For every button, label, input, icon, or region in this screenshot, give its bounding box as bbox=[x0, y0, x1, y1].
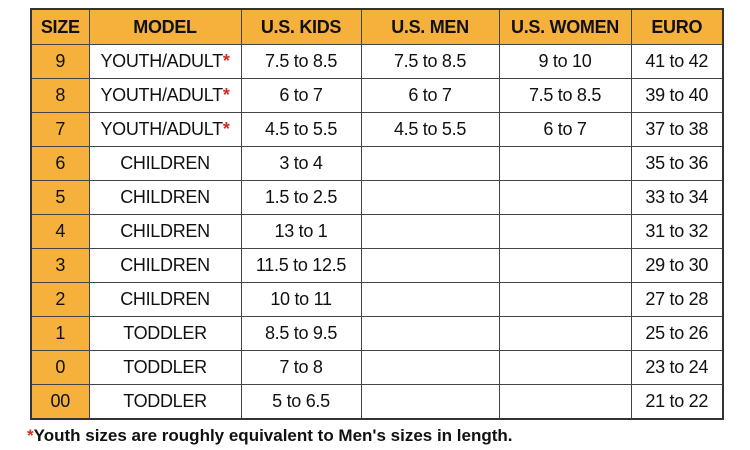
table-row: 0 TODDLER 7 to 8 23 to 24 bbox=[30, 350, 724, 385]
table-cell: YOUTH/ADULT* bbox=[88, 78, 242, 113]
header-cell: U.S. KIDS bbox=[240, 8, 362, 45]
table-cell: 35 to 36 bbox=[630, 146, 724, 181]
header-cell: MODEL bbox=[88, 8, 242, 45]
table-cell: 7.5 to 8.5 bbox=[498, 78, 632, 113]
table-cell: 9 to 10 bbox=[498, 44, 632, 79]
table-cell: 7 to 8 bbox=[240, 350, 362, 385]
empty-cell bbox=[498, 180, 632, 215]
table-row: 5 CHILDREN 1.5 to 2.5 33 to 34 bbox=[30, 180, 724, 215]
table-cell: 11.5 to 12.5 bbox=[240, 248, 362, 283]
size-cell: 3 bbox=[30, 248, 90, 283]
table-cell: CHILDREN bbox=[88, 248, 242, 283]
empty-cell bbox=[360, 180, 500, 215]
footnote: *Youth sizes are roughly equivalent to M… bbox=[27, 426, 513, 446]
empty-cell bbox=[360, 316, 500, 351]
cell-text: YOUTH/ADULT bbox=[100, 85, 223, 105]
table-cell: 6 to 7 bbox=[360, 78, 500, 113]
empty-cell bbox=[360, 146, 500, 181]
size-cell: 8 bbox=[30, 78, 90, 113]
size-cell: 6 bbox=[30, 146, 90, 181]
table-cell: 7.5 to 8.5 bbox=[360, 44, 500, 79]
empty-cell bbox=[498, 214, 632, 249]
size-cell: 1 bbox=[30, 316, 90, 351]
table-cell: 39 to 40 bbox=[630, 78, 724, 113]
header-cell: SIZE bbox=[30, 8, 90, 45]
table-cell: CHILDREN bbox=[88, 146, 242, 181]
header-row: SIZE MODEL U.S. KIDS U.S. MEN U.S. WOMEN EURO bbox=[30, 8, 724, 45]
header-cell: EURO bbox=[630, 8, 724, 45]
table-cell: CHILDREN bbox=[88, 180, 242, 215]
empty-cell bbox=[360, 214, 500, 249]
cell-mark: * bbox=[222, 119, 230, 139]
table-cell: 5 to 6.5 bbox=[240, 384, 362, 420]
table-row: 00 TODDLER 5 to 6.5 21 to 22 bbox=[30, 384, 724, 420]
table-cell: 3 to 4 bbox=[240, 146, 362, 181]
size-cell: 2 bbox=[30, 282, 90, 317]
table-cell: 33 to 34 bbox=[630, 180, 724, 215]
size-cell: 0 bbox=[30, 350, 90, 385]
table-cell: 29 to 30 bbox=[630, 248, 724, 283]
table-row: 2 CHILDREN 10 to 11 27 to 28 bbox=[30, 282, 724, 317]
size-table: SIZE MODEL U.S. KIDS U.S. MEN U.S. WOMEN EURO… bbox=[30, 8, 724, 420]
table-cell: YOUTH/ADULT* bbox=[88, 44, 242, 79]
size-cell: 9 bbox=[30, 44, 90, 79]
cell-text: YOUTH/ADULT bbox=[100, 119, 223, 139]
empty-cell bbox=[498, 316, 632, 351]
table-cell: 7.5 to 8.5 bbox=[240, 44, 362, 79]
table-cell: TODDLER bbox=[88, 316, 242, 351]
table-cell: 8.5 to 9.5 bbox=[240, 316, 362, 351]
table-row: 3 CHILDREN 11.5 to 12.5 29 to 30 bbox=[30, 248, 724, 283]
size-cell: 4 bbox=[30, 214, 90, 249]
empty-cell bbox=[498, 282, 632, 317]
table-cell: 37 to 38 bbox=[630, 112, 724, 147]
table-row: 6 CHILDREN 3 to 4 35 to 36 bbox=[30, 146, 724, 181]
table-cell: 27 to 28 bbox=[630, 282, 724, 317]
size-cell: 5 bbox=[30, 180, 90, 215]
empty-cell bbox=[360, 350, 500, 385]
table-cell: TODDLER bbox=[88, 384, 242, 420]
size-cell: 00 bbox=[30, 384, 90, 420]
empty-cell bbox=[498, 350, 632, 385]
empty-cell bbox=[498, 384, 632, 420]
table-cell: 6 to 7 bbox=[240, 78, 362, 113]
empty-cell bbox=[498, 248, 632, 283]
empty-cell bbox=[360, 282, 500, 317]
empty-cell bbox=[498, 146, 632, 181]
table-cell: CHILDREN bbox=[88, 282, 242, 317]
table-cell: YOUTH/ADULT* bbox=[88, 112, 242, 147]
table-cell: 4.5 to 5.5 bbox=[360, 112, 500, 147]
table-cell: 1.5 to 2.5 bbox=[240, 180, 362, 215]
cell-text: YOUTH/ADULT bbox=[100, 51, 223, 71]
table-cell: 31 to 32 bbox=[630, 214, 724, 249]
table-row: 4 CHILDREN 13 to 1 31 to 32 bbox=[30, 214, 724, 249]
table-cell: 23 to 24 bbox=[630, 350, 724, 385]
table-cell: 10 to 11 bbox=[240, 282, 362, 317]
table-cell: 13 to 1 bbox=[240, 214, 362, 249]
cell-mark: * bbox=[222, 51, 230, 71]
table-row: 1 TODDLER 8.5 to 9.5 25 to 26 bbox=[30, 316, 724, 351]
size-cell: 7 bbox=[30, 112, 90, 147]
table-row: 9 YOUTH/ADULT* 7.5 to 8.5 7.5 to 8.5 9 to 10… bbox=[30, 44, 724, 79]
table-cell: 6 to 7 bbox=[498, 112, 632, 147]
empty-cell bbox=[360, 248, 500, 283]
table-cell: TODDLER bbox=[88, 350, 242, 385]
header-cell: U.S. MEN bbox=[360, 8, 500, 45]
footnote-text: Youth sizes are roughly equivalent to Me… bbox=[33, 426, 513, 445]
table-cell: CHILDREN bbox=[88, 214, 242, 249]
empty-cell bbox=[360, 384, 500, 420]
cell-mark: * bbox=[222, 85, 230, 105]
table-cell: 4.5 to 5.5 bbox=[240, 112, 362, 147]
table-cell: 41 to 42 bbox=[630, 44, 724, 79]
table-body: 9 YOUTH/ADULT* 7.5 to 8.5 7.5 to 8.5 9 to 10… bbox=[30, 44, 724, 420]
table-cell: 21 to 22 bbox=[630, 384, 724, 420]
footnote-mark: * bbox=[27, 426, 34, 445]
table-cell: 25 to 26 bbox=[630, 316, 724, 351]
header-cell: U.S. WOMEN bbox=[498, 8, 632, 45]
